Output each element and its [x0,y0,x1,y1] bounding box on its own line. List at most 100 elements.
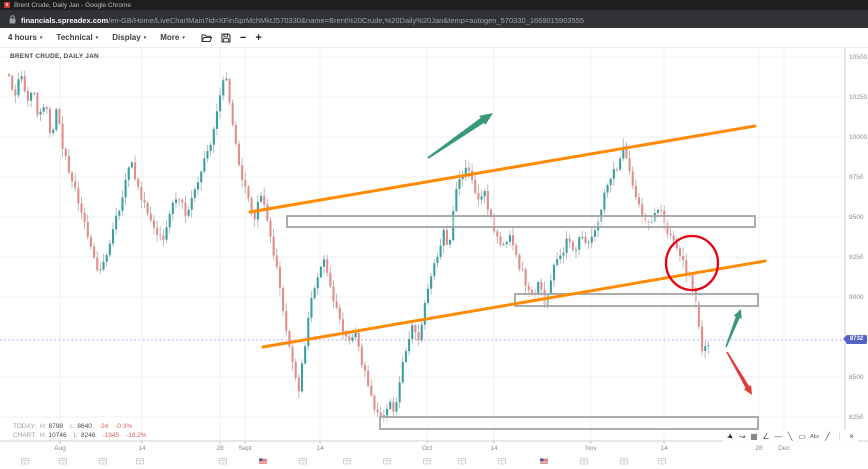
timeframe-menu-label: 4 hours [8,33,37,42]
zoom-out-button[interactable]: − [239,31,247,44]
svg-text:14: 14 [316,445,324,452]
svg-text:9500: 9500 [849,214,864,221]
svg-text:8250: 8250 [849,414,864,421]
site-favicon: S [4,2,10,8]
resistance-zone-9500 [286,215,756,228]
annotations-layer[interactable] [248,113,767,430]
price-chart-canvas[interactable]: 10500 10250 10000 9750 9500 9250 9000 8500 8250 A… [0,48,868,469]
more-menu[interactable]: More ▾ [160,33,185,42]
more-menu-label: More [160,33,180,42]
legend-chart-high: 10746 [48,431,67,439]
legend-row-today: TODAY: H: 8798 L: 8640 -24 -0.3% [13,423,154,432]
calendar-event-icon [498,458,506,465]
calendar-event-icon [658,458,666,465]
url-domain: financials.spreadex.com [21,16,109,25]
horizontal-line-tool[interactable]: — [774,432,782,441]
save-chart-icon[interactable] [221,32,231,43]
chart-toolbar-menus: 4 hours ▾ Technical ▾ Display ▾ More ▾ [8,33,185,42]
svg-text:8500: 8500 [849,374,864,381]
remove-drawings-tool[interactable]: × [849,432,854,441]
legend-today-change: -24 [98,423,109,430]
legend-row-chart: CHART: H: 10746 L: 8246 -1945 -18.2% [13,432,154,441]
legend-chart-change: -1945 [102,431,120,439]
timeframe-menu[interactable]: 4 hours ▾ [8,33,42,42]
axes-layer: 10500 10250 10000 9750 9500 9250 9000 8500 8250 A… [0,48,868,452]
chart-toolbar-icons: − + [201,31,262,44]
technical-menu[interactable]: Technical ▾ [56,33,98,42]
gridlines-layer [0,48,845,441]
text-tool[interactable]: Abc [810,434,820,440]
zoom-in-button[interactable]: + [255,31,262,44]
calendar-event-icon [99,458,107,465]
legend-today-label: TODAY: [13,423,37,430]
calendar-event-icon [59,458,67,465]
lower-channel-line [261,259,767,349]
rectangle-tool[interactable]: ▭ [798,432,806,441]
address-bar[interactable]: financials.spreadex.com/en-GB/Home/LiveC… [0,10,868,28]
display-menu[interactable]: Display ▾ [112,33,146,42]
upper-channel-line [248,124,757,214]
chart-toolbar: 4 hours ▾ Technical ▾ Display ▾ More ▾ − + [0,28,868,48]
freehand-tool[interactable]: ╱ [825,432,830,441]
chart-legend: TODAY: H: 8798 L: 8640 -24 -0.3% CHART: H: 10746… [13,423,154,440]
crosshair-tool[interactable]: ↝ [738,432,746,441]
legend-chart-low: 8246 [81,431,96,439]
breakdown-circle [664,234,720,292]
breakdown-arrow [726,351,752,395]
grid-tool[interactable]: ▦ [750,432,758,441]
display-menu-label: Display [112,33,141,42]
svg-text:10000: 10000 [849,134,867,141]
calendar-event-icon [219,458,227,465]
us-flag-event-icon [259,458,267,464]
calendar-event-icon [343,458,351,465]
svg-text:28: 28 [216,445,224,452]
pointer-tool[interactable]: ➤ [724,430,736,443]
svg-text:Dec: Dec [778,445,790,452]
calendar-event-icon [21,458,29,465]
svg-text:Aug: Aug [54,445,66,452]
calendar-event-icon [299,458,307,465]
support-zone-9000 [514,293,759,307]
lock-icon [9,14,16,23]
calendar-event-icon [620,458,628,465]
legend-low-key: L: [73,431,79,439]
calendar-event-icon [423,458,431,465]
fan-lines-tool[interactable]: ∠ [762,432,770,441]
support-zone-8250 [379,416,759,430]
chevron-down-icon: ▾ [39,34,43,41]
legend-chart-change-pct: -18.2% [126,431,147,439]
window-titlebar[interactable]: S Brent Crude, Daily Jan - Google Chrome [0,0,868,10]
svg-text:10250: 10250 [849,94,867,101]
svg-text:28: 28 [755,445,763,452]
uptrend-arrow [427,113,493,159]
svg-text:9000: 9000 [849,294,864,301]
separator: | [838,432,841,441]
svg-text:Sept: Sept [238,445,252,452]
open-chart-icon[interactable] [201,33,212,43]
legend-today-low: 8640 [77,423,92,430]
event-markers-layer[interactable] [21,458,666,465]
drawing-toolbar: ➤ ↝ ▦ ∠ — ╲ ▭ Abc ╱ | × [723,430,859,444]
legend-low-key: L: [69,423,76,430]
us-flag-event-icon [540,458,548,464]
svg-text:Nov: Nov [585,445,597,452]
chevron-down-icon: ▾ [95,34,99,41]
calendar-event-icon [136,458,144,465]
chevron-down-icon: ▾ [182,34,185,41]
chevron-down-icon: ▾ [143,34,147,41]
svg-text:14: 14 [138,445,146,452]
calendar-event-icon [458,458,466,465]
calendar-event-icon [580,458,588,465]
legend-today-change-pct: -0.3% [115,423,133,430]
symbol-label: BRENT CRUDE, DAILY JAN [10,53,99,60]
url-path: /en-GB/Home/LiveChartMain?id=XFinSprMchM… [108,16,585,25]
svg-text:9250: 9250 [849,254,864,261]
svg-text:10500: 10500 [849,54,867,61]
legend-high-key: H: [40,431,47,439]
legend-high-key: H: [40,423,47,430]
calendar-event-icon [383,458,391,465]
svg-text:14: 14 [660,445,668,452]
current-price-badge: 8732 [842,335,867,345]
svg-text:14: 14 [490,445,498,452]
trendline-tool[interactable]: ╲ [787,432,793,441]
